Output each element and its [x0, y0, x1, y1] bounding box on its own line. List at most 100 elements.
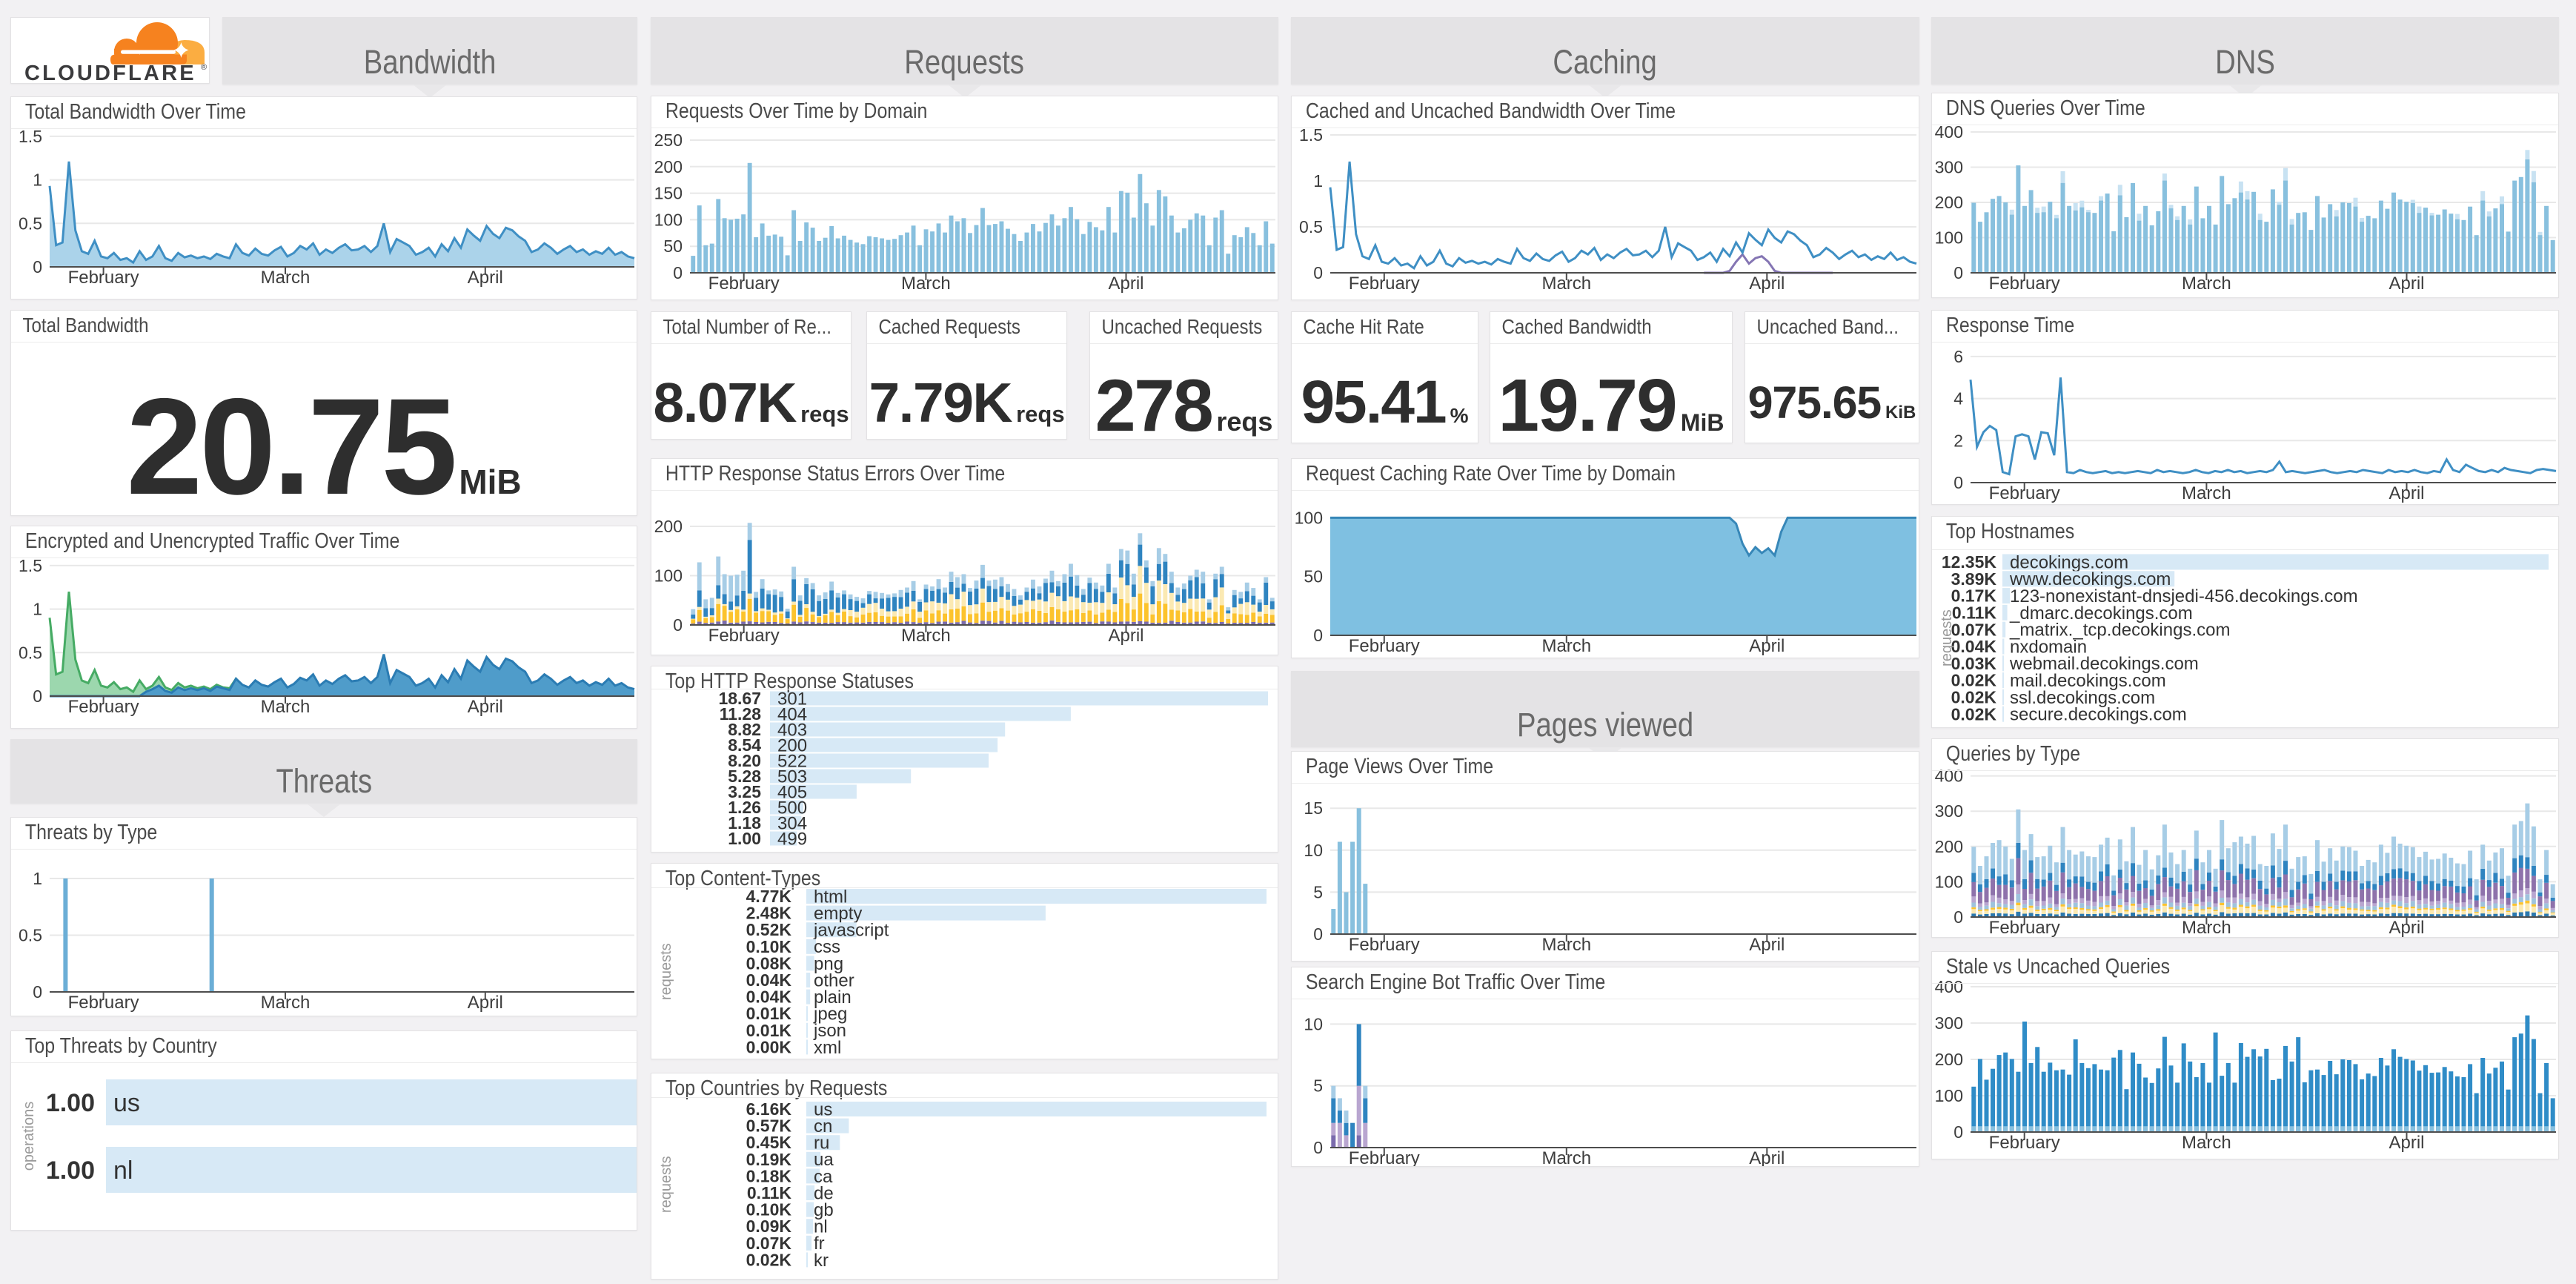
svg-text:png: png — [814, 954, 843, 974]
svg-text:1.00: 1.00 — [46, 1156, 95, 1185]
svg-text:100: 100 — [1935, 1086, 1963, 1105]
svg-text:503: 503 — [777, 767, 807, 787]
svg-text:50: 50 — [1304, 567, 1323, 586]
svg-text:March: March — [901, 626, 951, 646]
svg-text:April: April — [1749, 935, 1785, 955]
svg-text:February: February — [1349, 274, 1420, 294]
svg-text:1.18: 1.18 — [728, 813, 761, 833]
svg-text:April: April — [2389, 483, 2424, 503]
svg-text:April: April — [2389, 274, 2424, 294]
svg-text:4.77K: 4.77K — [746, 887, 792, 906]
svg-text:kr: kr — [814, 1251, 829, 1271]
svg-text:April: April — [468, 697, 503, 717]
svg-text:12.35K: 12.35K — [1942, 552, 1997, 572]
svg-text:1: 1 — [33, 171, 42, 190]
svg-text:522: 522 — [777, 751, 807, 771]
svg-text:0: 0 — [33, 257, 42, 277]
svg-text:0.01K: 0.01K — [746, 1004, 792, 1023]
svg-text:0.5: 0.5 — [19, 214, 42, 233]
svg-text:fr: fr — [814, 1234, 825, 1254]
svg-text:100: 100 — [1935, 228, 1963, 248]
svg-text:0.18K: 0.18K — [746, 1166, 792, 1185]
svg-text:html: html — [814, 887, 847, 907]
svg-text:February: February — [1989, 1133, 2060, 1153]
svg-text:200: 200 — [777, 735, 807, 755]
svg-text:300: 300 — [1935, 1013, 1963, 1033]
svg-text:February: February — [68, 993, 139, 1013]
svg-text:February: February — [1989, 483, 2060, 503]
svg-text:requests: requests — [1939, 609, 1955, 666]
svg-text:200: 200 — [654, 157, 683, 176]
svg-text:0: 0 — [673, 263, 683, 282]
svg-text:February: February — [1349, 935, 1420, 955]
svg-text:0.17K: 0.17K — [1951, 586, 1997, 606]
svg-text:March: March — [1541, 1148, 1591, 1166]
svg-text:0.5: 0.5 — [19, 643, 42, 662]
svg-text:405: 405 — [777, 782, 807, 802]
svg-text:ca: ca — [814, 1167, 833, 1187]
svg-text:0.03K: 0.03K — [1951, 654, 1997, 673]
svg-text:0: 0 — [33, 686, 42, 706]
svg-text:8.54: 8.54 — [728, 735, 761, 755]
svg-text:0: 0 — [673, 615, 683, 635]
svg-text:1: 1 — [1313, 171, 1323, 191]
svg-text:0.02K: 0.02K — [746, 1250, 792, 1269]
svg-text:0.02K: 0.02K — [1951, 671, 1997, 690]
svg-text:March: March — [1541, 274, 1591, 294]
svg-text:1: 1 — [33, 869, 42, 888]
svg-text:February: February — [1349, 636, 1420, 656]
svg-text:_matrix._tcp.decokings.com: _matrix._tcp.decokings.com — [2009, 621, 2230, 641]
svg-text:requests: requests — [658, 1156, 674, 1213]
svg-text:1.26: 1.26 — [728, 798, 761, 817]
svg-text:0.07K: 0.07K — [1951, 620, 1997, 639]
svg-text:empty: empty — [814, 904, 862, 924]
svg-text:400: 400 — [1935, 122, 1963, 142]
svg-text:mail.decokings.com: mail.decokings.com — [2010, 671, 2166, 691]
svg-text:February: February — [708, 626, 780, 646]
svg-text:February: February — [1989, 918, 2060, 937]
svg-text:March: March — [1541, 935, 1591, 955]
svg-text:®: ® — [201, 63, 207, 72]
svg-text:0.10K: 0.10K — [746, 1200, 792, 1220]
svg-text:0.11K: 0.11K — [747, 1183, 791, 1202]
svg-text:webmail.decokings.com: webmail.decokings.com — [2009, 654, 2199, 674]
svg-text:February: February — [1349, 1148, 1420, 1166]
svg-text:499: 499 — [777, 829, 807, 849]
svg-text:300: 300 — [1935, 801, 1963, 821]
svg-text:10: 10 — [1304, 1014, 1323, 1033]
svg-text:ru: ru — [814, 1134, 829, 1154]
svg-text:April: April — [1749, 636, 1785, 656]
svg-text:250: 250 — [654, 130, 683, 150]
svg-text:March: March — [2182, 274, 2231, 294]
svg-text:10: 10 — [1304, 841, 1323, 860]
svg-text:100: 100 — [1295, 508, 1323, 527]
svg-text:jpeg: jpeg — [813, 1005, 847, 1025]
svg-text:200: 200 — [654, 517, 683, 536]
svg-text:404: 404 — [777, 704, 807, 724]
svg-text:css: css — [814, 937, 840, 957]
svg-text:requests: requests — [658, 943, 674, 1000]
svg-text:April: April — [2389, 1133, 2424, 1153]
svg-text:6: 6 — [1953, 347, 1963, 366]
svg-text:0: 0 — [1953, 907, 1963, 927]
svg-text:March: March — [261, 993, 311, 1013]
svg-text:1.00: 1.00 — [728, 829, 761, 848]
svg-text:0: 0 — [1313, 263, 1323, 282]
svg-text:April: April — [1108, 626, 1143, 646]
svg-text:0.08K: 0.08K — [746, 953, 792, 973]
svg-text:www.decokings.com: www.decokings.com — [2009, 569, 2171, 589]
svg-text:100: 100 — [654, 566, 683, 586]
svg-text:5: 5 — [1313, 882, 1323, 901]
svg-text:0.01K: 0.01K — [746, 1021, 792, 1040]
svg-text:4: 4 — [1953, 389, 1963, 408]
svg-text:March: March — [2182, 483, 2231, 503]
svg-text:March: March — [261, 697, 311, 717]
svg-text:February: February — [68, 697, 139, 717]
svg-text:0.45K: 0.45K — [746, 1133, 792, 1152]
svg-text:8.82: 8.82 — [728, 720, 761, 739]
svg-text:_dmarc.decokings.com: _dmarc.decokings.com — [2009, 603, 2193, 623]
svg-text:0.57K: 0.57K — [746, 1116, 792, 1136]
